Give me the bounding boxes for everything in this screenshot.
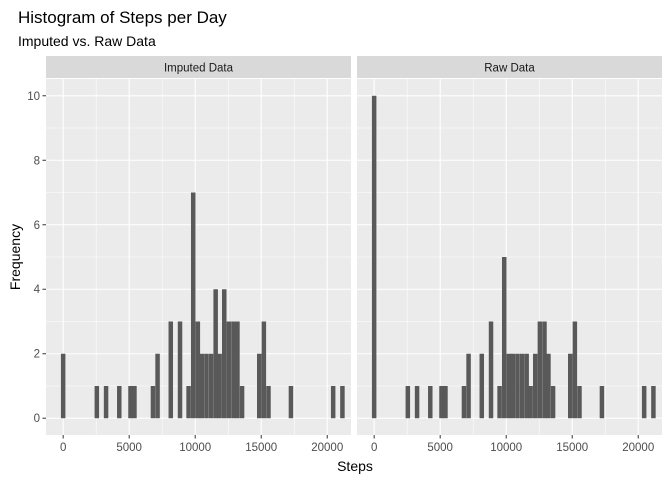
histogram-bar: [572, 321, 578, 419]
histogram-bar: [479, 353, 485, 419]
y-axis-title: Frequency: [7, 224, 23, 290]
histogram-bar: [117, 385, 122, 419]
histogram-bar: [371, 95, 377, 419]
y-tick-label: 6: [34, 220, 40, 232]
histogram-bar: [128, 385, 133, 419]
histogram-bar: [217, 353, 222, 419]
x-tick-label: 20000: [311, 442, 343, 454]
histogram-bar: [443, 385, 448, 419]
histogram-bar: [256, 353, 262, 419]
histogram-bar: [340, 385, 345, 419]
histogram-bar: [414, 385, 420, 419]
histogram-bar: [577, 385, 582, 419]
histogram-bar: [186, 385, 191, 419]
histogram-bar: [155, 353, 160, 419]
histogram-bar: [405, 385, 411, 419]
chart-title: Histogram of Steps per Day: [18, 8, 227, 27]
x-tick-label: 5000: [116, 442, 142, 454]
histogram-bar: [510, 353, 516, 419]
histogram-bar: [546, 353, 551, 419]
y-axis: 0 2 4 6 8 10: [27, 91, 46, 425]
histogram-bar: [266, 385, 271, 419]
x-tick-label: 10000: [490, 442, 522, 454]
x-tick-label: 0: [371, 442, 377, 454]
histogram-bar: [204, 353, 209, 419]
x-tick-label: 5000: [427, 442, 453, 454]
histogram-bar: [288, 385, 294, 419]
histogram-bar: [177, 321, 183, 419]
y-tick-label: 10: [27, 91, 40, 103]
histogram-bar: [542, 321, 547, 419]
histogram-bar: [103, 385, 109, 419]
histogram-bar: [599, 385, 605, 419]
histogram-bar: [226, 321, 232, 419]
y-tick-label: 8: [34, 155, 40, 167]
histogram-bar: [168, 321, 174, 419]
histogram-bar: [537, 321, 543, 419]
histogram-bar: [501, 257, 507, 419]
histogram-bar: [190, 192, 196, 419]
x-tick-label: 20000: [622, 442, 654, 454]
facet-panel-1: Imputed Data 0 5000 10000 15000 20000: [46, 56, 351, 454]
histogram-bar: [60, 353, 66, 419]
facet-strip-label: Imputed Data: [164, 63, 234, 75]
histogram-bar: [528, 385, 533, 419]
histogram-bar: [235, 321, 240, 419]
histogram-bar: [94, 385, 100, 419]
y-tick-label: 2: [34, 349, 40, 361]
histogram-bar: [428, 385, 433, 419]
histogram-bar: [506, 353, 512, 419]
y-tick-label: 4: [34, 284, 41, 296]
histogram-bar: [515, 353, 520, 419]
x-tick-label: 0: [60, 442, 66, 454]
x-tick-label: 10000: [179, 442, 211, 454]
histogram-bar: [567, 353, 573, 419]
histogram-bar: [213, 289, 218, 419]
chart-subtitle: Imputed vs. Raw Data: [18, 33, 156, 49]
histogram-bar: [488, 321, 494, 419]
facet-panel-2: Raw Data 0 5000 10000 15000 20000: [357, 56, 662, 454]
x-tick-label: 15000: [245, 442, 277, 454]
histogram-bar: [641, 385, 647, 419]
x-tick-label: 15000: [556, 442, 588, 454]
facet-strip: [46, 56, 351, 78]
facet-strip: [357, 56, 662, 78]
histogram-bar: [439, 385, 444, 419]
histogram-bar: [519, 353, 525, 419]
histogram-bar: [461, 385, 467, 419]
histogram-bar: [497, 385, 502, 419]
histogram-bar: [524, 353, 529, 419]
facet-strip-label: Raw Data: [484, 63, 535, 75]
histogram-bar: [199, 353, 205, 419]
histogram-bar: [132, 385, 137, 419]
histogram-bar: [150, 385, 156, 419]
histogram-bar: [231, 321, 236, 419]
histogram-bar: [195, 321, 201, 419]
histogram-bar: [261, 321, 267, 419]
histogram-bar: [239, 385, 245, 419]
histogram-bar: [330, 385, 336, 419]
histogram-bar: [208, 353, 214, 419]
x-axis-title: Steps: [337, 458, 373, 474]
histogram-bar: [533, 353, 538, 419]
histogram-bar: [550, 385, 556, 419]
histogram-bar: [651, 385, 656, 419]
y-tick-label: 0: [34, 413, 40, 425]
histogram-bar: [222, 289, 227, 419]
histogram-bar: [466, 353, 471, 419]
